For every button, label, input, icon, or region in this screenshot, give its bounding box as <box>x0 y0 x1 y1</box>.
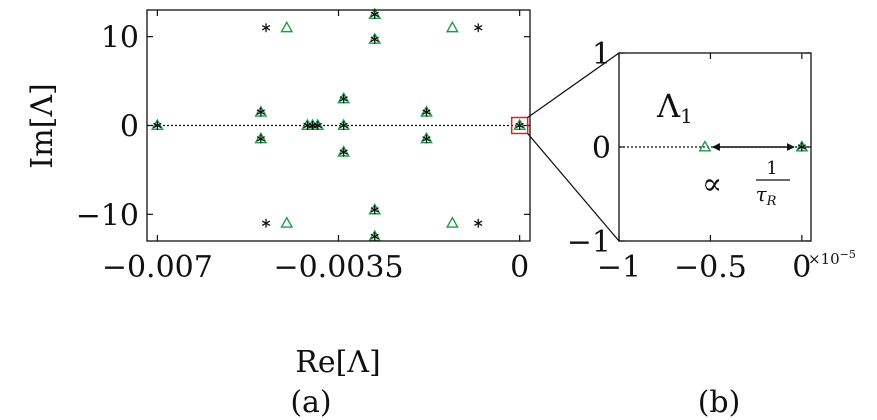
asterisk-marker <box>339 147 348 157</box>
zoom-connector-bottom <box>527 133 620 242</box>
asterisk-marker <box>153 121 162 130</box>
panel-a-label: (a) <box>290 385 331 420</box>
asterisk-marker <box>474 218 483 228</box>
asterisk-marker <box>422 107 431 117</box>
asterisk-marker <box>261 23 271 33</box>
asterisk-marker <box>515 121 524 130</box>
asterisk-marker <box>370 205 379 215</box>
triangle-marker <box>280 20 294 33</box>
y-axis-label: Im[Λ] <box>25 83 60 168</box>
asterisk-marker <box>256 107 266 117</box>
panel-b-ticks: −1 −0.5 0 1 0 −1 <box>567 37 812 285</box>
asterisk-marker <box>256 134 266 144</box>
asterisk-marker <box>422 134 431 144</box>
inset-highlight-box <box>510 116 529 135</box>
triangle-marker <box>698 140 712 152</box>
asterisk-marker <box>313 121 322 130</box>
asterisk-marker <box>339 121 348 130</box>
panel-a-ticks: −0.007 −0.0035 0 10 0 −10 <box>76 10 530 285</box>
asterisk-marker <box>474 23 483 33</box>
x-scale-multiplier: ×10−5 <box>808 248 856 268</box>
x-tick-label: 0 <box>792 250 811 285</box>
asterisk-marker <box>370 34 379 44</box>
x-axis-label: Re[Λ] <box>295 345 380 380</box>
panel-b-label: (b) <box>698 385 741 420</box>
y-tick-label: 1 <box>592 37 611 72</box>
y-tick-label: 0 <box>592 131 611 166</box>
fraction-numerator: 1 <box>766 158 777 179</box>
triangle-marker <box>445 20 459 33</box>
x-tick-label: −0.5 <box>674 250 747 285</box>
proportional-symbol: ∝ <box>702 167 722 202</box>
panel-b-plot: −1 −0.5 0 1 0 −1 <box>567 37 812 285</box>
asterisk-marker <box>370 10 379 19</box>
y-tick-label: −10 <box>76 198 139 233</box>
asterisk-marker <box>261 218 271 228</box>
zoom-connector-top <box>527 52 620 119</box>
y-tick-label: −1 <box>567 225 611 260</box>
asterisk-marker <box>339 94 348 104</box>
x-tick-label: 0 <box>510 250 529 285</box>
x-tick-label: −0.0035 <box>273 250 403 285</box>
y-tick-label: 10 <box>101 21 139 56</box>
fraction-denominator: τR <box>756 182 777 209</box>
triangle-marker <box>280 216 294 228</box>
panel-b-markers <box>698 140 809 152</box>
x-tick-label: −0.007 <box>102 250 213 285</box>
triangle-marker <box>445 216 459 228</box>
x-tick-label: −1 <box>597 250 641 285</box>
asterisk-marker <box>370 232 379 241</box>
y-tick-label: 0 <box>120 110 139 145</box>
panel-a-plot: −0.007 −0.0035 0 10 0 −10 <box>76 7 531 285</box>
lambda-1-label: Λ1 <box>656 87 693 128</box>
asterisk-marker <box>797 142 806 152</box>
